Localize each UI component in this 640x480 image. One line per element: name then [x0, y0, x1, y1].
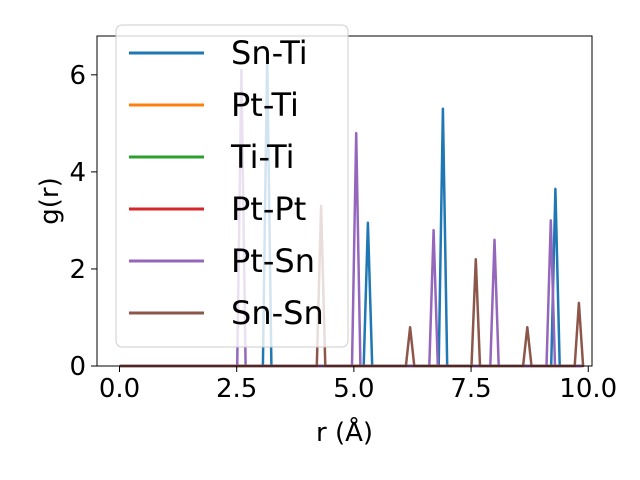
x-tick-label: 10.0: [559, 374, 617, 404]
x-tick-label: 7.5: [450, 374, 491, 404]
legend-label: Sn-Ti: [231, 34, 308, 72]
legend-label: Pt-Ti: [231, 86, 299, 124]
x-tick-label: 2.5: [216, 374, 257, 404]
x-tick-label: 0.0: [99, 374, 140, 404]
legend-label: Pt-Sn: [231, 242, 315, 280]
x-axis-label: r (Å): [316, 416, 373, 448]
legend: Sn-Ti Pt-Ti Ti-Ti Pt-Pt Pt-Sn Sn-Sn: [115, 24, 349, 348]
y-tick-label: 6: [69, 61, 86, 91]
y-tick-label: 0: [69, 352, 86, 382]
legend-label: Ti-Ti: [230, 138, 295, 176]
y-axis: 0 2 4 6: [69, 61, 97, 382]
y-axis-label: g(r): [35, 177, 65, 224]
x-axis: 0.0 2.5 5.0 7.5 10.0: [99, 366, 617, 404]
x-tick-label: 5.0: [333, 374, 374, 404]
legend-label: Sn-Sn: [231, 294, 324, 332]
y-tick-label: 2: [69, 255, 86, 285]
legend-label: Pt-Pt: [231, 190, 306, 228]
y-tick-label: 4: [69, 158, 86, 188]
